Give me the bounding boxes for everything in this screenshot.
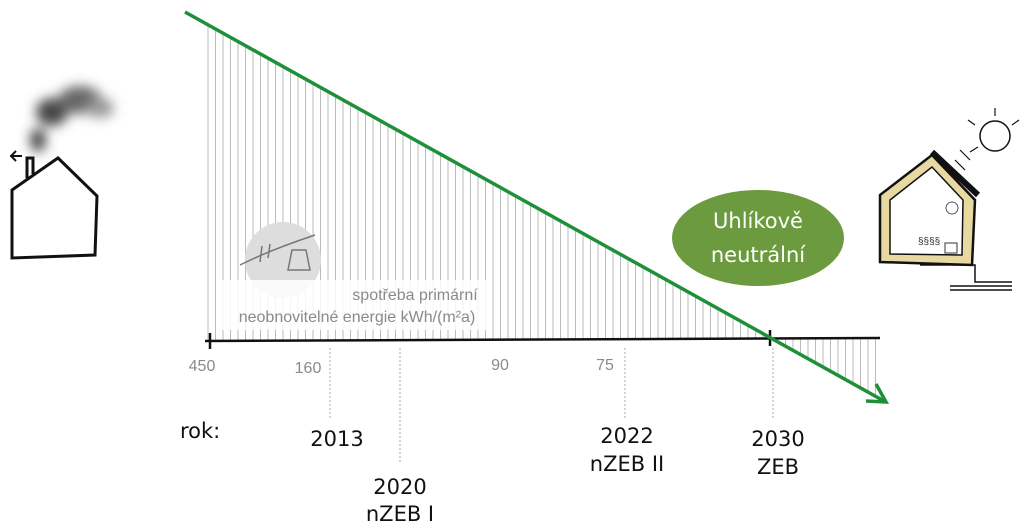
year: 2013 — [310, 427, 363, 451]
badge — [672, 190, 844, 286]
year-guides — [329, 348, 774, 462]
badge-text: Uhlíkově — [713, 209, 803, 233]
consumption-label: neobnovitelné energie kWh/(m²a) — [239, 309, 476, 326]
smoke — [30, 86, 114, 152]
consumption-label: spotřeba primární — [352, 287, 478, 304]
year-prefix: rok: — [180, 419, 220, 443]
axis — [204, 330, 881, 349]
year: 2030 — [751, 427, 804, 451]
trend-arrow — [184, 10, 890, 404]
year: 2020 — [373, 475, 426, 499]
old-house — [9, 150, 99, 260]
axis-label: 90 — [491, 357, 509, 374]
label-background — [218, 280, 488, 330]
badge-text: neutrální — [711, 243, 806, 267]
heater-icon: §§§§ — [918, 237, 940, 248]
standard: nZEB II — [590, 452, 664, 476]
power-plant-icon — [239, 222, 321, 298]
axis-label: 75 — [596, 357, 614, 374]
standard: nZEB I — [366, 502, 434, 526]
year: 2022 — [600, 424, 653, 448]
axis-label: 160 — [295, 360, 322, 377]
axis-label: 450 — [189, 358, 216, 375]
standard: ZEB — [757, 455, 799, 479]
zeb-house: §§§§ — [878, 108, 1020, 291]
